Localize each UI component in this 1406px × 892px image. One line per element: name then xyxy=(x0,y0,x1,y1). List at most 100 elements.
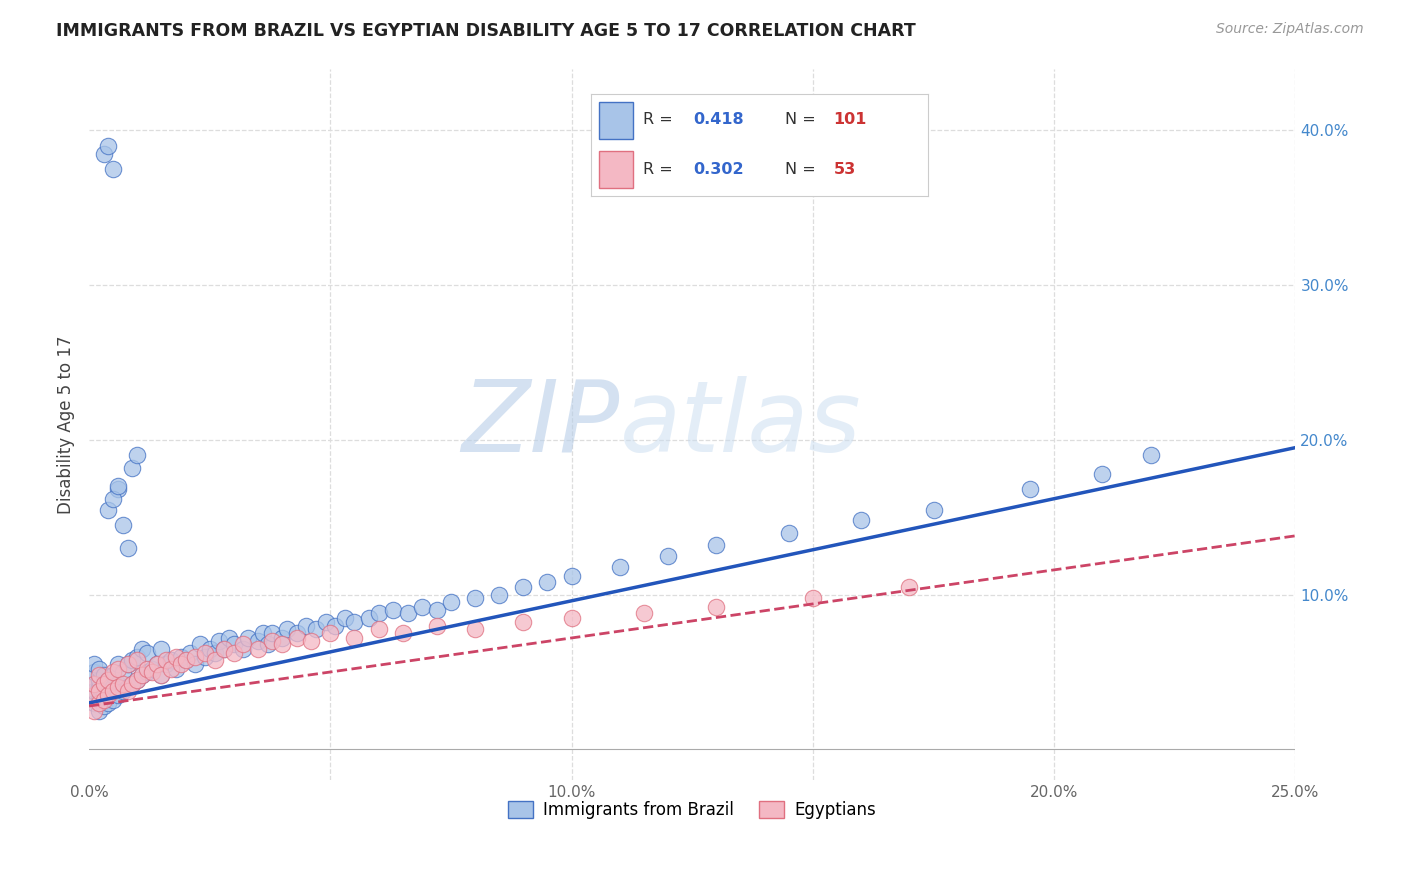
Point xyxy=(107,681,129,695)
Point xyxy=(657,549,679,563)
Point xyxy=(93,688,115,702)
Point xyxy=(117,657,139,672)
Point xyxy=(136,665,159,679)
Point xyxy=(609,559,631,574)
Point xyxy=(367,622,389,636)
Point xyxy=(87,681,110,695)
Point xyxy=(83,665,105,679)
Point xyxy=(117,681,139,695)
Text: 0.302: 0.302 xyxy=(693,161,744,177)
Text: 101: 101 xyxy=(834,112,868,128)
Point xyxy=(232,637,254,651)
Point xyxy=(103,693,125,707)
Point xyxy=(160,652,183,666)
Point xyxy=(141,665,163,679)
Point xyxy=(922,502,945,516)
Point xyxy=(111,665,134,679)
Text: ZIP: ZIP xyxy=(461,376,620,473)
Point xyxy=(87,683,110,698)
Point xyxy=(222,637,245,651)
Point xyxy=(165,662,187,676)
Point xyxy=(343,631,366,645)
Point xyxy=(145,657,167,672)
Point xyxy=(188,637,211,651)
Point xyxy=(87,662,110,676)
Point xyxy=(425,618,447,632)
Point xyxy=(512,615,534,630)
Text: N =: N = xyxy=(785,112,821,128)
Point xyxy=(706,538,728,552)
Point xyxy=(1139,448,1161,462)
Point xyxy=(150,668,173,682)
Point xyxy=(179,647,201,661)
Point xyxy=(93,668,115,682)
Point xyxy=(97,696,120,710)
Point xyxy=(222,647,245,661)
Point xyxy=(391,626,413,640)
Point xyxy=(97,673,120,687)
Point xyxy=(204,647,226,661)
Point xyxy=(295,618,318,632)
Point xyxy=(323,618,346,632)
Point xyxy=(706,599,728,614)
Point xyxy=(107,479,129,493)
Point xyxy=(107,662,129,676)
Point xyxy=(184,649,207,664)
Point xyxy=(97,683,120,698)
Point xyxy=(198,641,221,656)
Point xyxy=(174,652,197,666)
Point xyxy=(150,668,173,682)
Point xyxy=(252,626,274,640)
Point xyxy=(117,657,139,672)
Point xyxy=(103,162,125,177)
Text: 0.418: 0.418 xyxy=(693,112,744,128)
Point xyxy=(103,665,125,679)
Point xyxy=(232,641,254,656)
Point xyxy=(103,683,125,698)
Point xyxy=(97,502,120,516)
Point xyxy=(849,513,872,527)
Point xyxy=(194,649,217,664)
Point xyxy=(512,580,534,594)
Point xyxy=(561,611,583,625)
Point xyxy=(440,595,463,609)
Point xyxy=(170,649,193,664)
Text: R =: R = xyxy=(643,112,678,128)
Point xyxy=(117,683,139,698)
Point xyxy=(107,657,129,672)
Legend: Immigrants from Brazil, Egyptians: Immigrants from Brazil, Egyptians xyxy=(502,794,883,825)
FancyBboxPatch shape xyxy=(599,151,633,188)
Point xyxy=(160,662,183,676)
Point xyxy=(276,622,298,636)
Point xyxy=(117,541,139,556)
Point xyxy=(305,622,328,636)
Point xyxy=(256,637,278,651)
Text: Source: ZipAtlas.com: Source: ZipAtlas.com xyxy=(1216,22,1364,37)
Point xyxy=(83,657,105,672)
Point xyxy=(83,683,105,698)
Point xyxy=(208,634,231,648)
Point xyxy=(103,491,125,506)
Point xyxy=(357,611,380,625)
Point xyxy=(778,525,800,540)
Point xyxy=(83,677,105,691)
Point xyxy=(93,677,115,691)
Point xyxy=(165,649,187,664)
Point xyxy=(83,704,105,718)
Point xyxy=(536,575,558,590)
Point xyxy=(107,677,129,691)
Point xyxy=(111,683,134,698)
Point xyxy=(131,641,153,656)
Point xyxy=(107,688,129,702)
Point xyxy=(271,637,294,651)
Point xyxy=(561,569,583,583)
Point xyxy=(93,146,115,161)
Point xyxy=(898,580,921,594)
Point xyxy=(127,673,149,687)
FancyBboxPatch shape xyxy=(599,102,633,139)
Point xyxy=(93,693,115,707)
Point xyxy=(155,657,177,672)
Point xyxy=(488,588,510,602)
Point xyxy=(246,634,269,648)
Point xyxy=(121,677,143,691)
